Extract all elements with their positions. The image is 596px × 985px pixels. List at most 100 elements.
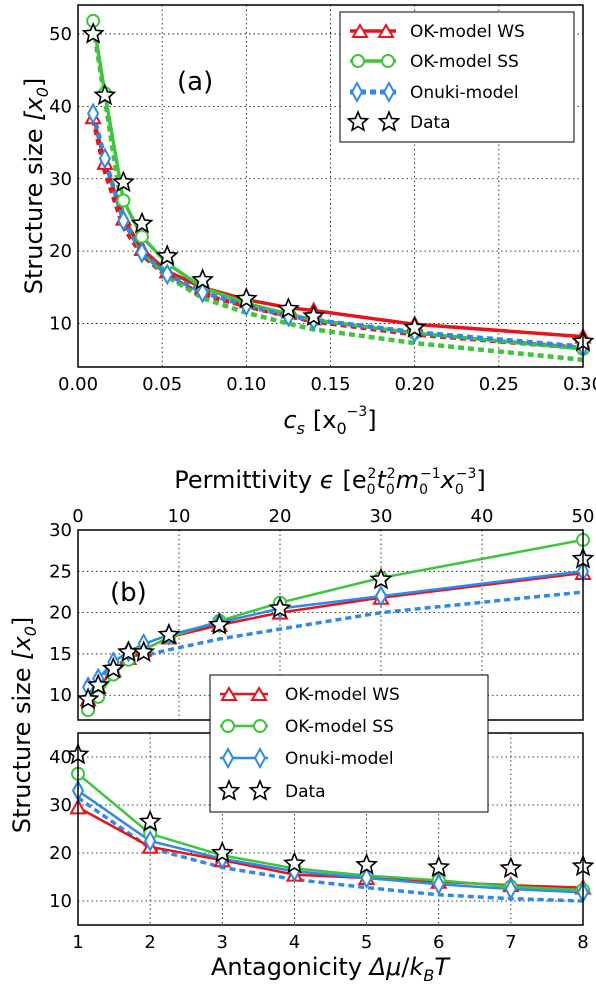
legend-a-onuki-marker-1 [350,80,364,104]
panel-b-bottom-x-ticks: 1 2 3 4 5 6 7 8 [72,932,588,953]
series-data-point [111,170,135,193]
series-data-point [81,21,105,44]
legend-a-ss-marker-2 [381,54,395,68]
legend-a-ws-marker-2 [377,23,395,38]
legend-a-onuki: Onuki-model [350,80,519,104]
series-data-point [130,211,154,234]
y-tick-label: 20 [49,843,72,864]
series-data-point [403,315,427,338]
legend-b-ws-marker-2 [250,686,268,701]
svg-text:OK-model SS: OK-model SS [285,717,394,737]
series-data-point [132,640,156,663]
panel-b-top: 0 10 20 30 40 50 10 15 20 25 30 (b) Permittivity … [49,466,595,721]
legend-b-ss: OK-model SS [220,717,394,737]
series-data-point [268,596,292,619]
legend-b-ws: OK-model WS [220,685,400,705]
y-tick-label: 25 [49,561,72,582]
legend-b-ws-marker-1 [220,686,238,701]
series-data-point [302,304,326,327]
panel-a: 0.000.050.100.150.200.250.30 1020304050 … [20,4,596,438]
legend-a-data-star-2 [377,109,401,132]
series-data-point [427,855,451,878]
series-onuki-point [504,877,518,901]
panel-a-y-ticks: 10 20 30 40 50 [49,24,72,335]
series-data-point [93,83,117,106]
series-data-point [499,856,523,879]
x-tick-label: 3 [217,932,228,953]
legend-a-onuki-marker-2 [382,80,396,104]
series-data-point [355,852,379,875]
series-ss-point [134,229,149,244]
y-tick-label: 30 [49,520,72,541]
x-tick-label: 1 [72,932,83,953]
series-onuki-point [98,147,112,170]
svg-text:Data: Data [285,782,326,802]
legend-b-ss-marker-1 [221,719,235,733]
panel-a-markers [81,13,595,358]
series-data-point [191,268,215,290]
series-onuki-point [135,241,149,264]
panel-b-bottom-y-ticks: 10 20 30 40 [49,747,72,912]
x-tick-label: 8 [577,932,588,953]
x-tick-label: 20 [269,506,292,527]
panel-a-ylabel: Structure size [x0] [20,78,52,295]
x-tick-label: 0.30 [563,374,596,395]
panel-b-top-x-ticks: 0 10 20 30 40 50 [72,506,594,527]
legend-b-onuki: Onuki-model [220,746,394,770]
series-onuki-dashed-line [76,796,584,903]
series-onuki-point [196,281,209,304]
x-tick-label: 7 [505,932,516,953]
legend-b-ss-marker-2 [253,719,267,733]
y-tick-label: 40 [49,747,72,768]
panel-a-legend: OK-model WS OK-model SS Onuki-model Data [339,11,575,143]
panel-b-label: (b) [110,578,147,608]
panel-b-top-lines [86,538,584,711]
x-tick-label: 0.10 [226,374,266,395]
series-onuki-point [360,866,373,890]
panel-a-frame [77,4,584,368]
panel-b-bottom-lines [76,772,584,903]
legend-b-data-star-1 [217,778,241,801]
y-tick-label: 40 [49,96,72,117]
y-tick-label: 20 [49,241,72,262]
series-ss-line [87,538,584,711]
legend-b-data-star-2 [248,778,272,801]
series-data-point [101,656,125,679]
legend-a-data-star-1 [346,109,370,132]
series-ws-dashed-line [91,118,584,351]
x-tick-label: 4 [289,932,300,953]
series-onuki-point [87,102,100,125]
series-data-point [234,286,258,309]
series-data-point [155,244,179,266]
series-onuki-line [91,113,584,349]
x-tick-label: 50 [572,506,595,527]
series-onuki-point [432,873,445,896]
y-tick-label: 30 [49,795,72,816]
series-data-point [76,687,100,710]
series-ws-line [91,116,584,339]
legend-a-ws: OK-model WS [350,22,525,42]
svg-text:Data: Data [410,113,451,133]
legend-a-ws-marker-1 [351,23,369,38]
series-onuki-line [87,570,584,688]
x-tick-label: 40 [471,506,494,527]
panel-b-legend: OK-model WS OK-model SS Onuki-model Data [209,674,489,813]
legend-b-data: Data [217,778,326,802]
x-tick-label: 0 [72,506,83,527]
y-tick-label: 30 [49,169,72,190]
series-data-point [210,840,234,863]
x-tick-label: 30 [370,506,393,527]
panel-a-legend-box [339,11,575,143]
series-onuki-point [374,585,388,608]
series-data-point [157,622,181,645]
legend-b-onuki-marker-2 [253,746,267,770]
panel-b-top-markers [76,532,595,718]
panel-a-label: (a) [177,67,213,97]
legend-a-data: Data [346,109,451,133]
x-tick-label: 6 [433,932,444,953]
x-tick-label: 0.05 [142,374,182,395]
panel-b-bottom-xlabel: Antagonicity Δμ/kBT [211,953,451,985]
series-data-point [369,567,393,590]
legend-a-ss-marker-1 [351,54,365,68]
panel-b-bottom: 1 2 3 4 5 6 7 8 10 20 30 40 Antagonicity Δμ/kBT St… [8,617,595,985]
